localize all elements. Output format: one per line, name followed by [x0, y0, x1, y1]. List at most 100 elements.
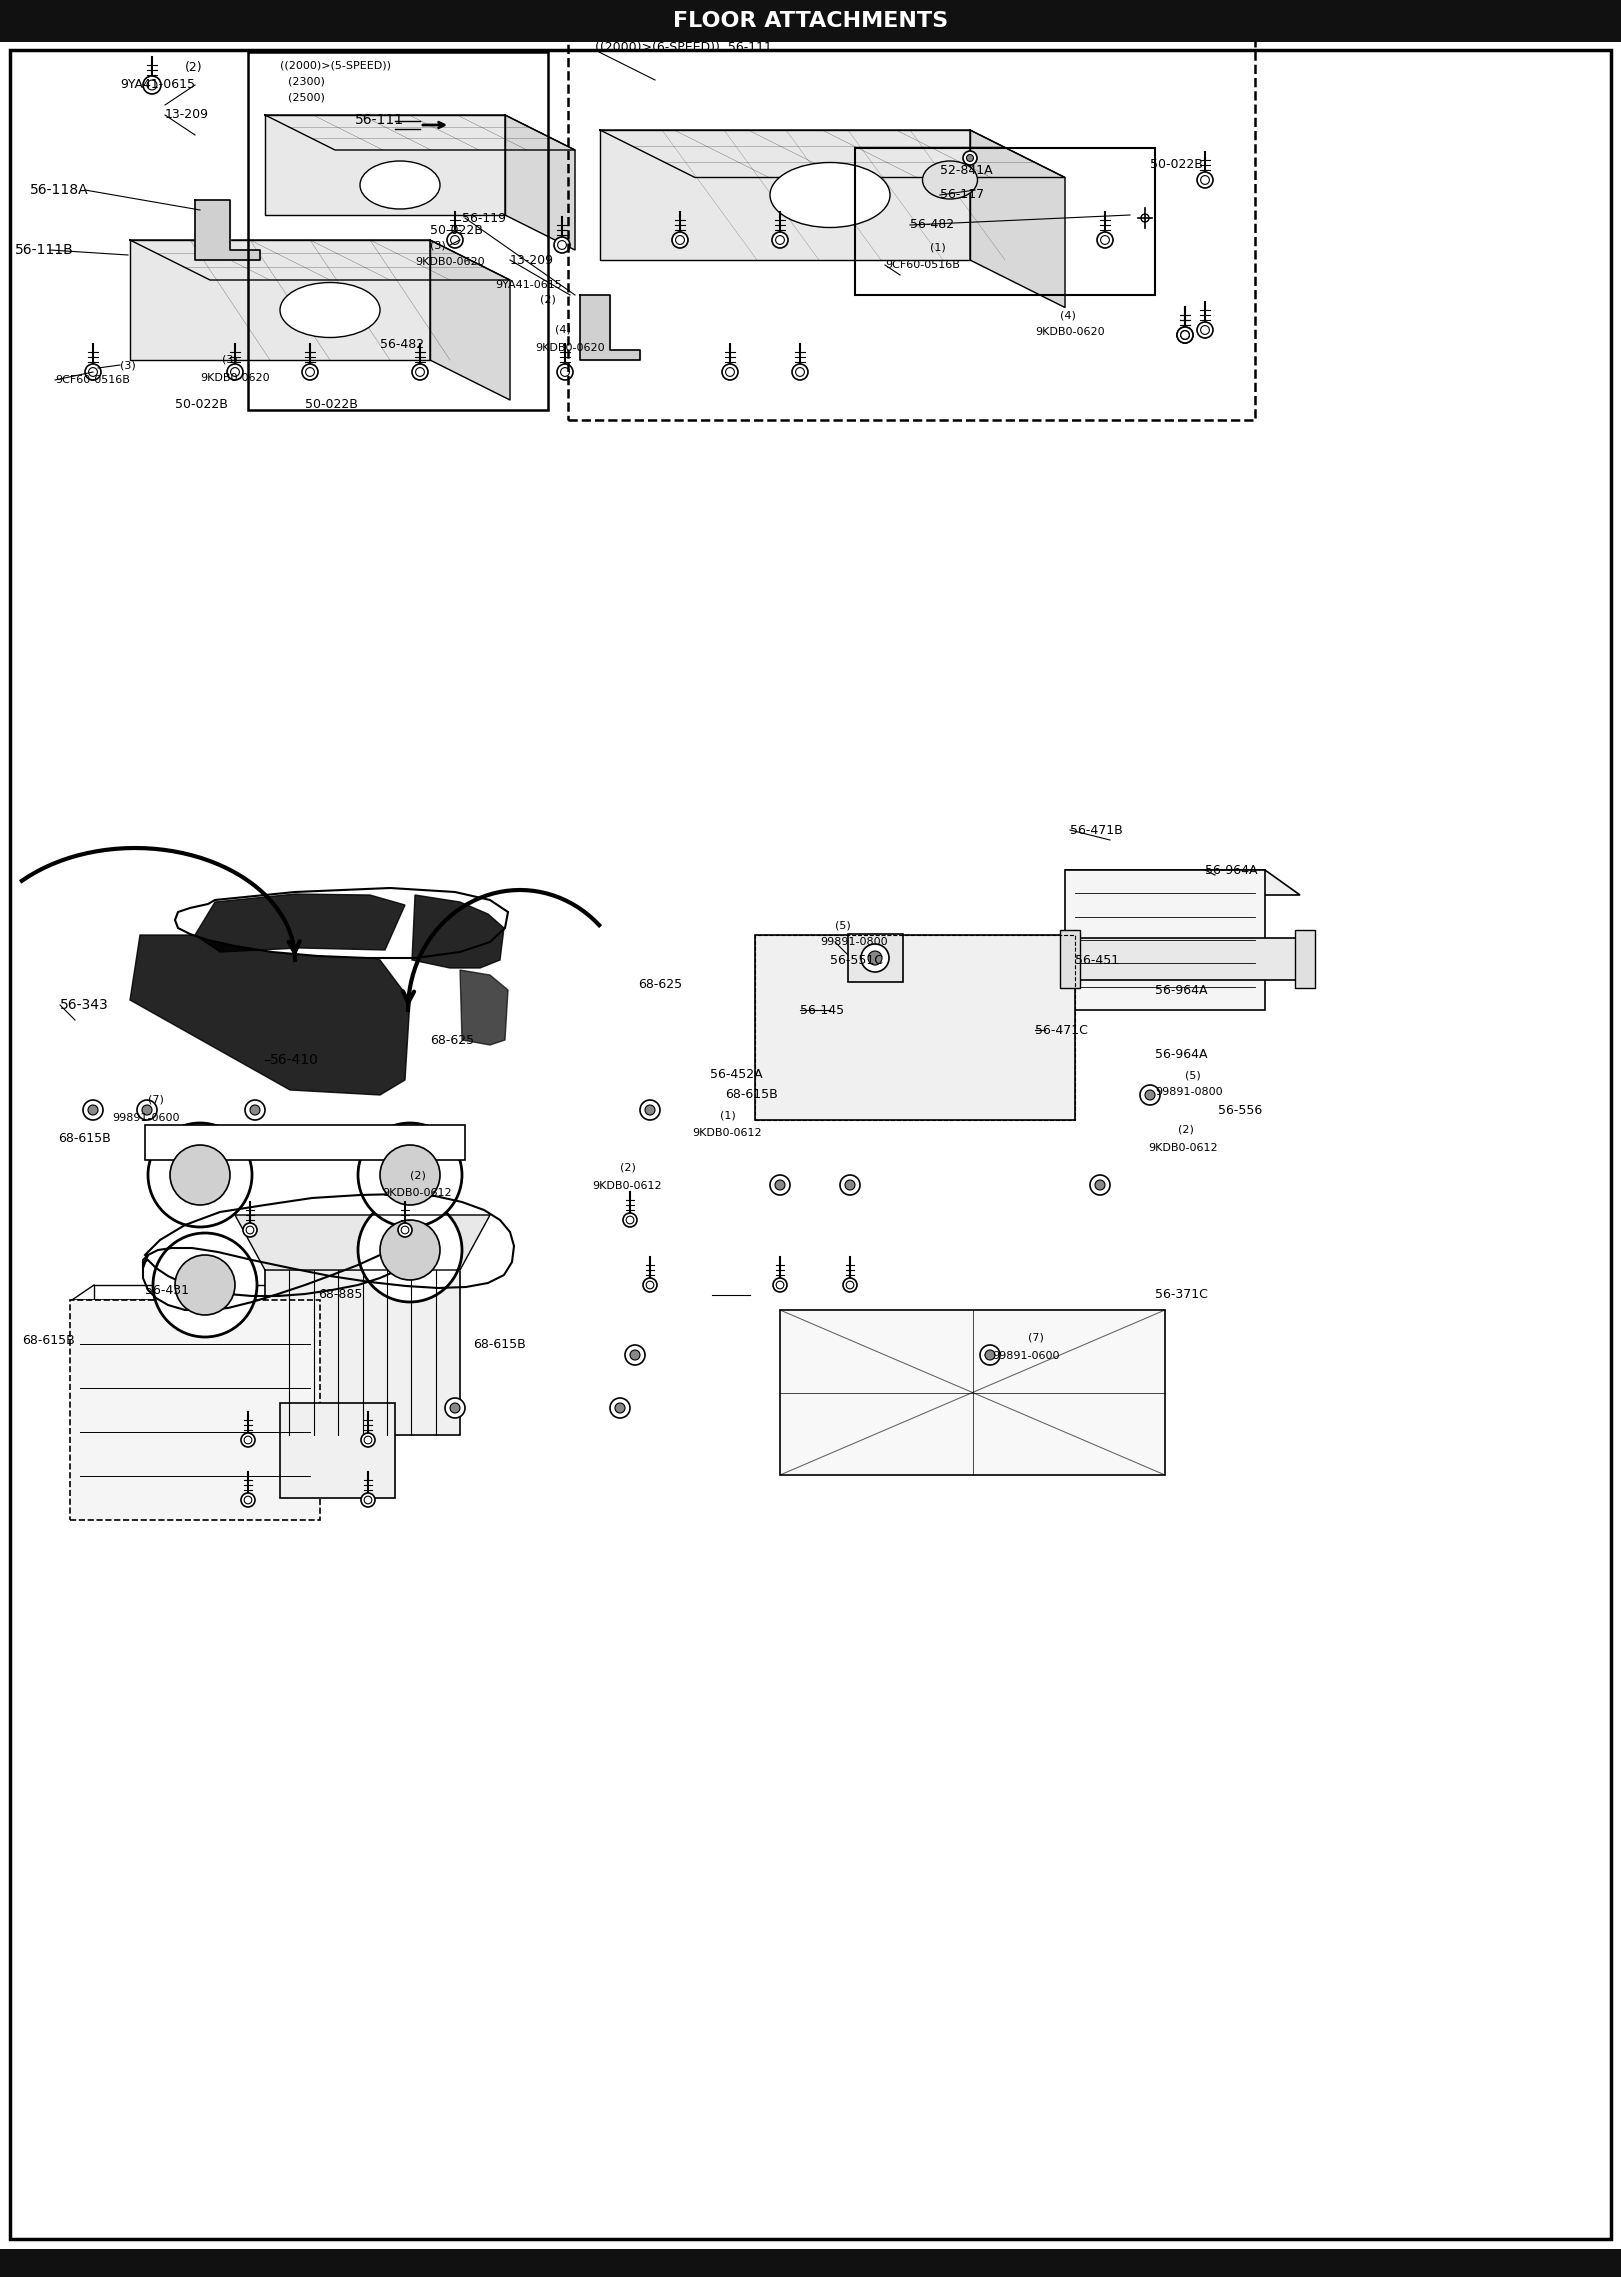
Text: 99891-0600: 99891-0600 [992, 1350, 1060, 1362]
Text: 9KDB0-0612: 9KDB0-0612 [592, 1182, 661, 1191]
Bar [248, 52, 548, 410]
Circle shape [558, 364, 572, 380]
Text: 52-841A: 52-841A [940, 164, 992, 178]
Circle shape [622, 1214, 637, 1227]
Text: 56-471B: 56-471B [1070, 824, 1123, 836]
Bar [780, 1309, 1165, 1475]
Text: 13-209: 13-209 [511, 253, 554, 266]
Polygon shape [412, 895, 504, 968]
Text: (4): (4) [1060, 310, 1076, 321]
Text: 56-964A: 56-964A [1156, 984, 1208, 997]
Text: 56-343: 56-343 [60, 997, 109, 1011]
Circle shape [770, 1175, 789, 1195]
Circle shape [981, 1346, 1000, 1364]
Polygon shape [130, 239, 511, 280]
Text: 56-111: 56-111 [355, 114, 404, 128]
Polygon shape [143, 1193, 514, 1309]
Text: 9KDB0-0612: 9KDB0-0612 [1148, 1143, 1217, 1152]
Text: 56-482: 56-482 [379, 339, 425, 351]
Circle shape [446, 1398, 465, 1419]
Circle shape [361, 1432, 374, 1446]
Circle shape [1096, 1179, 1106, 1191]
Circle shape [986, 1350, 995, 1359]
Text: 68-615B: 68-615B [725, 1088, 778, 1102]
Circle shape [84, 364, 101, 380]
Circle shape [451, 1403, 460, 1414]
Circle shape [412, 364, 428, 380]
Circle shape [614, 1403, 626, 1414]
Circle shape [250, 1104, 259, 1116]
Text: (4): (4) [554, 326, 571, 335]
Polygon shape [1065, 870, 1264, 1011]
Circle shape [148, 1123, 251, 1227]
Text: 56-471C: 56-471C [1034, 1022, 1088, 1036]
Circle shape [379, 1145, 439, 1205]
Text: 99891-0600: 99891-0600 [112, 1113, 180, 1123]
Circle shape [626, 1346, 645, 1364]
Bar [144, 1125, 465, 1159]
Polygon shape [600, 130, 969, 260]
Circle shape [245, 1100, 264, 1120]
Circle shape [631, 1350, 640, 1359]
Circle shape [773, 1277, 788, 1291]
Circle shape [640, 1100, 660, 1120]
Text: 9YA41-0615: 9YA41-0615 [494, 280, 562, 289]
Text: 56-452A: 56-452A [710, 1068, 762, 1082]
Polygon shape [460, 970, 507, 1045]
Circle shape [772, 232, 788, 248]
Polygon shape [600, 130, 1065, 178]
Bar [70, 1300, 319, 1521]
Text: 50-022B: 50-022B [1149, 159, 1203, 171]
Text: FLOOR ATTACHMENTS: FLOOR ATTACHMENTS [673, 11, 948, 32]
Bar [1060, 929, 1080, 988]
Bar [280, 1403, 396, 1498]
Text: 56-117: 56-117 [940, 189, 984, 200]
Text: 9YA41-0615: 9YA41-0615 [120, 77, 195, 91]
Text: (2): (2) [1178, 1125, 1195, 1134]
Text: (2): (2) [185, 61, 203, 75]
Polygon shape [264, 116, 506, 214]
Bar [755, 936, 1075, 1120]
Bar [848, 934, 903, 981]
Circle shape [302, 364, 318, 380]
Circle shape [867, 952, 882, 965]
Text: 56-451: 56-451 [1075, 954, 1118, 965]
Polygon shape [130, 239, 430, 360]
Text: 56-118A: 56-118A [31, 182, 89, 198]
Circle shape [1097, 232, 1114, 248]
Bar [567, 39, 1255, 419]
Text: 56-410: 56-410 [271, 1052, 319, 1068]
Circle shape [673, 232, 687, 248]
Text: (1): (1) [720, 1109, 736, 1120]
Circle shape [170, 1145, 230, 1205]
Circle shape [644, 1277, 657, 1291]
Polygon shape [969, 130, 1065, 307]
Circle shape [399, 1223, 412, 1236]
Bar [264, 1271, 460, 1435]
Text: 50-022B: 50-022B [430, 223, 483, 237]
Text: (3): (3) [120, 360, 136, 369]
Circle shape [1140, 1086, 1161, 1104]
Circle shape [721, 364, 738, 380]
Ellipse shape [770, 162, 890, 228]
Text: (5): (5) [835, 920, 851, 929]
Circle shape [152, 1234, 258, 1337]
Text: 56-964A: 56-964A [1204, 863, 1258, 877]
Text: 9KDB0-0620: 9KDB0-0620 [535, 344, 605, 353]
Text: 56-111B: 56-111B [15, 244, 73, 257]
Bar [1295, 929, 1315, 988]
Circle shape [843, 1277, 858, 1291]
Text: 9KDB0-0612: 9KDB0-0612 [383, 1189, 452, 1198]
Text: 9KDB0-0620: 9KDB0-0620 [1034, 328, 1104, 337]
Text: 9KDB0-0612: 9KDB0-0612 [692, 1127, 762, 1138]
Text: 56-145: 56-145 [801, 1004, 845, 1016]
Circle shape [143, 75, 160, 93]
Circle shape [645, 1104, 655, 1116]
Circle shape [1144, 1091, 1156, 1100]
Circle shape [447, 232, 464, 248]
Bar [71, 1300, 318, 1439]
Circle shape [554, 237, 571, 253]
Text: 56-556: 56-556 [1217, 1104, 1263, 1116]
Text: 56-551C: 56-551C [830, 954, 883, 965]
Circle shape [845, 1179, 854, 1191]
